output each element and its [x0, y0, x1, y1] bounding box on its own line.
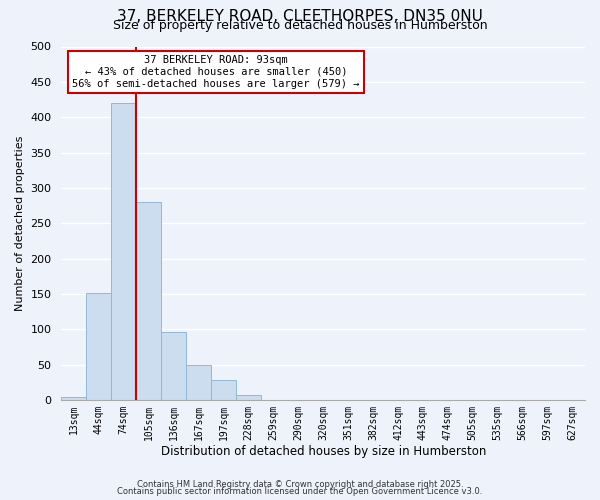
Text: 37 BERKELEY ROAD: 93sqm
← 43% of detached houses are smaller (450)
56% of semi-d: 37 BERKELEY ROAD: 93sqm ← 43% of detache… — [72, 56, 359, 88]
Bar — [61, 396, 86, 400]
Text: Size of property relative to detached houses in Humberston: Size of property relative to detached ho… — [113, 18, 487, 32]
Text: Contains HM Land Registry data © Crown copyright and database right 2025.: Contains HM Land Registry data © Crown c… — [137, 480, 463, 489]
Text: Contains public sector information licensed under the Open Government Licence v3: Contains public sector information licen… — [118, 487, 482, 496]
X-axis label: Distribution of detached houses by size in Humberston: Distribution of detached houses by size … — [161, 444, 486, 458]
Y-axis label: Number of detached properties: Number of detached properties — [15, 136, 25, 311]
Bar — [111, 103, 136, 400]
Bar — [211, 380, 236, 400]
Text: 37, BERKELEY ROAD, CLEETHORPES, DN35 0NU: 37, BERKELEY ROAD, CLEETHORPES, DN35 0NU — [117, 9, 483, 24]
Bar — [136, 202, 161, 400]
Bar — [236, 394, 261, 400]
Bar — [186, 365, 211, 400]
Bar — [86, 292, 111, 400]
Bar — [161, 332, 186, 400]
